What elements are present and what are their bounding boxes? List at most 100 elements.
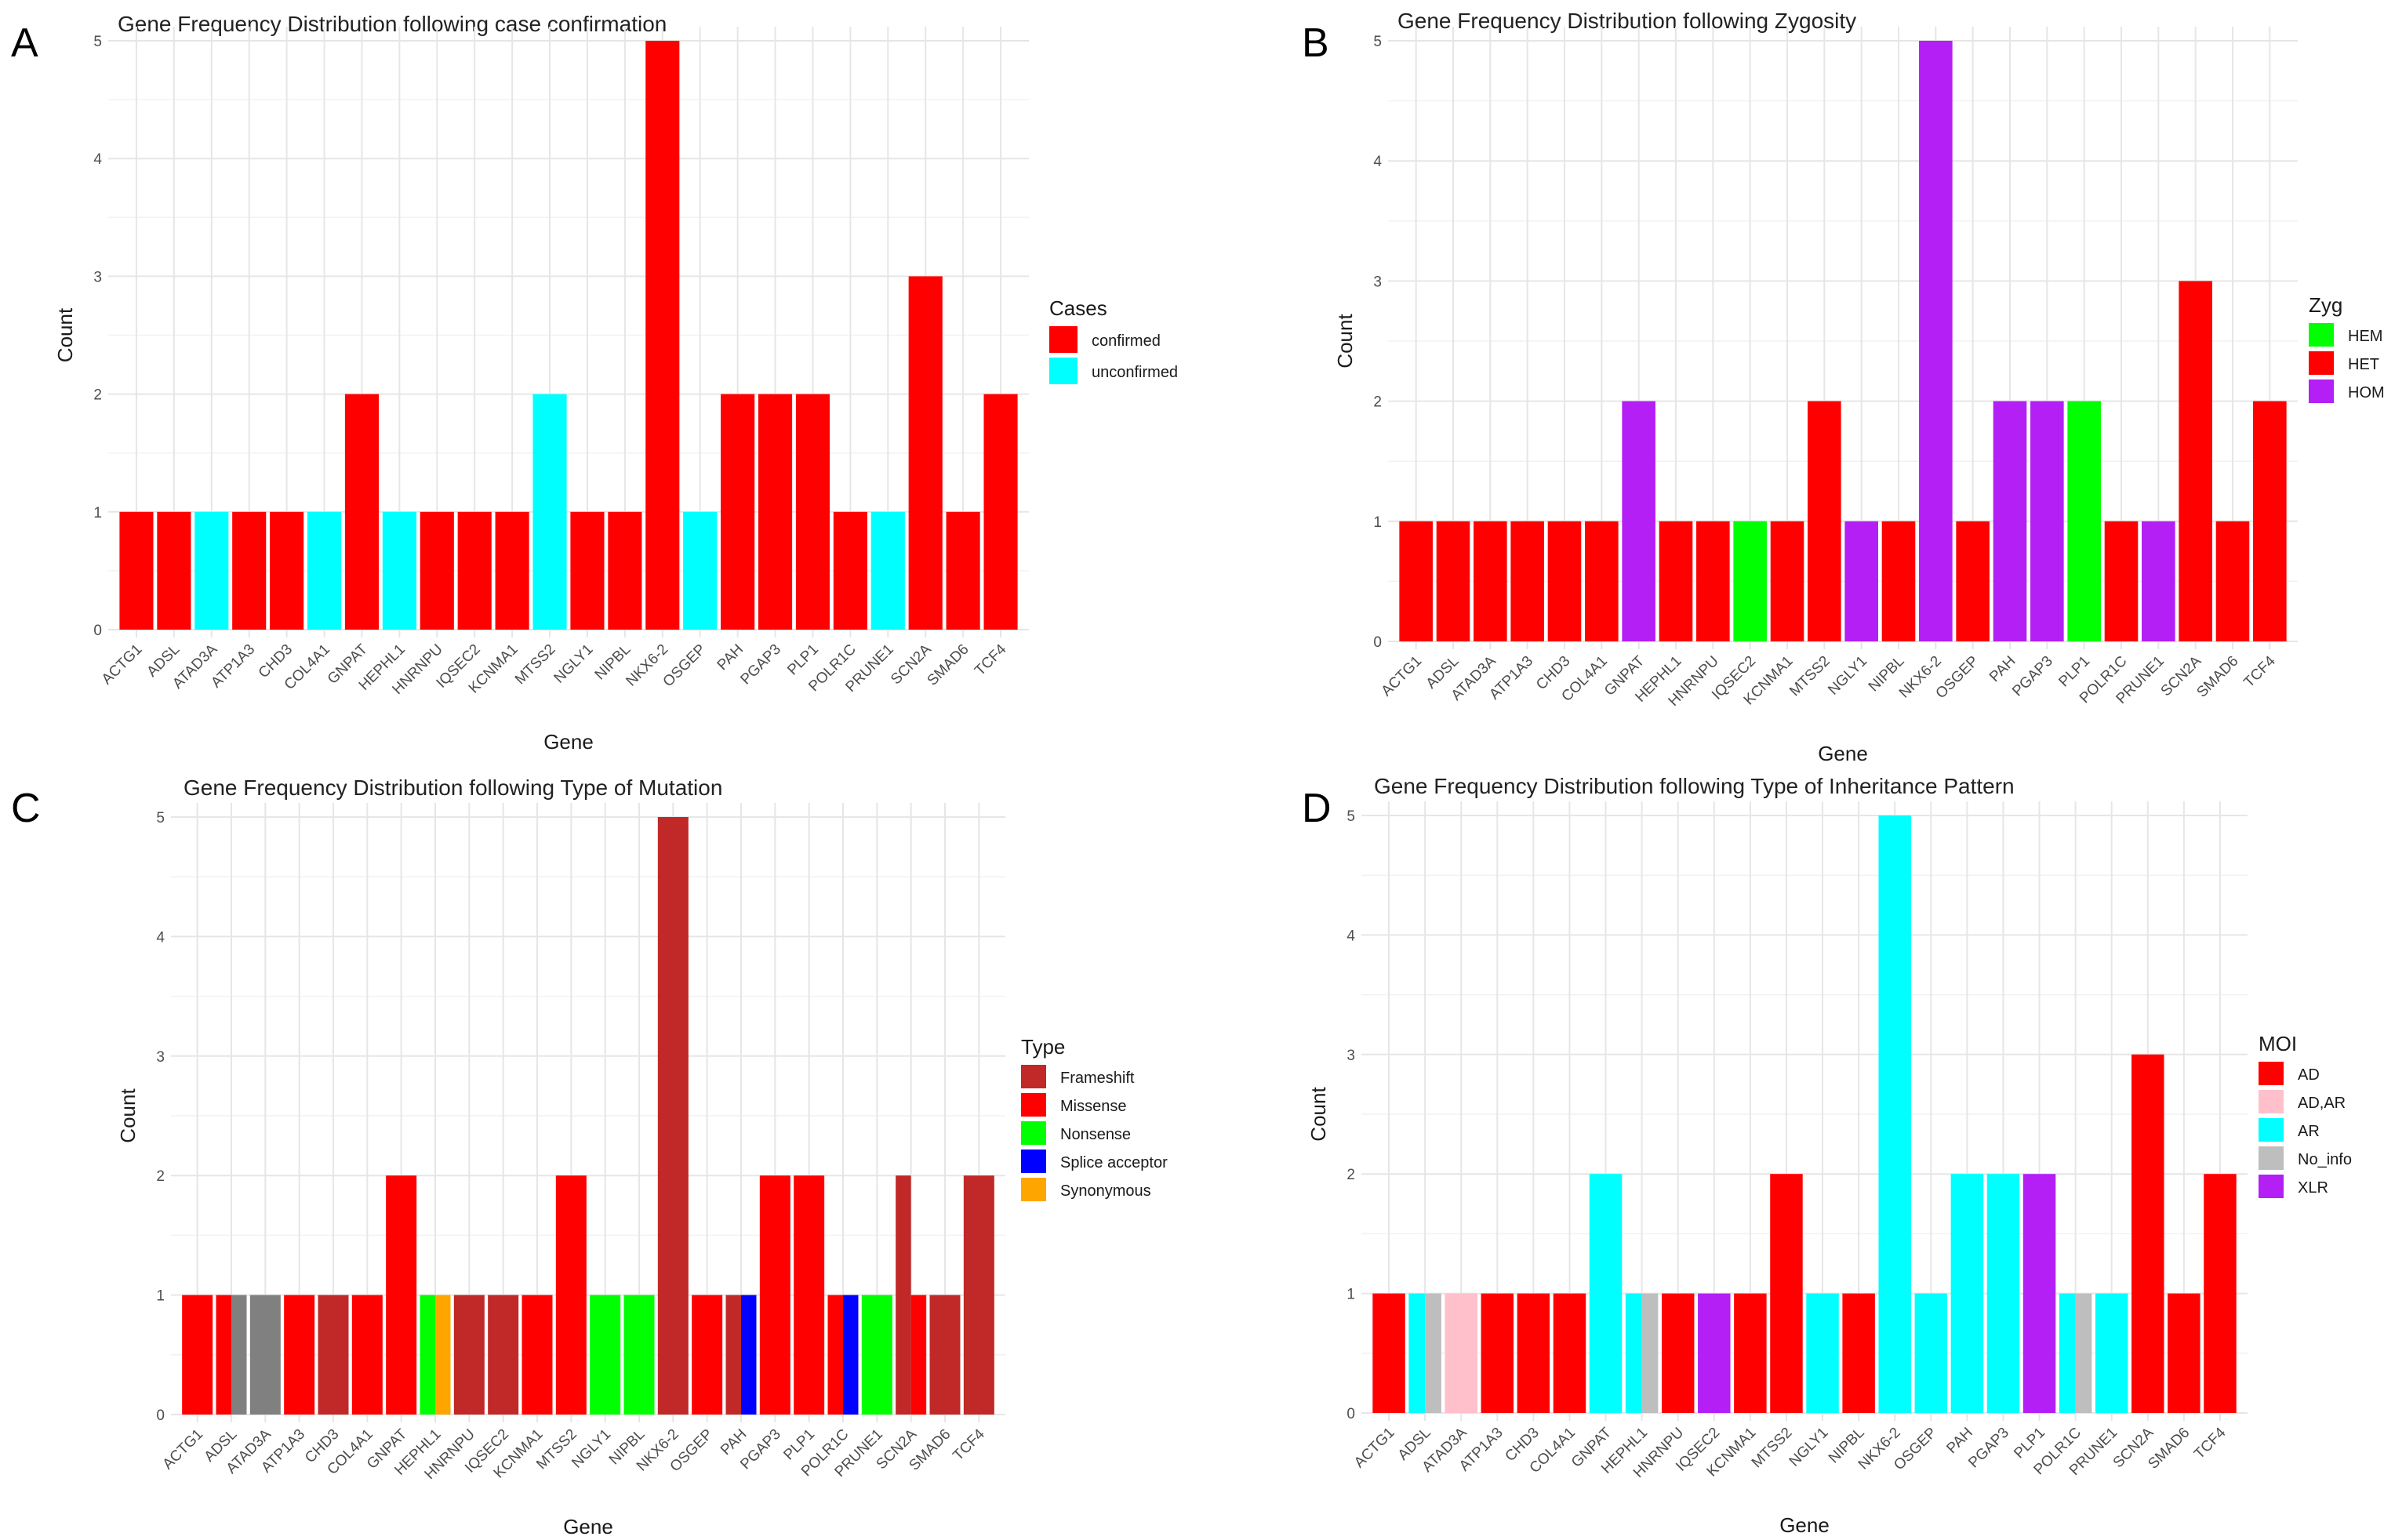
bar-c-plp1 [794, 1175, 825, 1415]
bar-b-pah [1993, 401, 2027, 641]
bar-d-iqsec2 [1698, 1293, 1731, 1413]
bar-d-nipbl [1842, 1293, 1875, 1413]
bar-c-ngly1 [590, 1295, 621, 1415]
bar-c-hephl1-1 [435, 1295, 451, 1415]
x-axis-label-a: Gene [543, 730, 594, 754]
chart-title-c: Gene Frequency Distribution following Ty… [184, 775, 722, 800]
legend-title-b: Zyg [2309, 293, 2342, 317]
bar-d-tcf4 [2204, 1174, 2237, 1413]
legend-title-a: Cases [1049, 296, 1107, 320]
bar-a-polr1c [833, 511, 867, 630]
legend-title-d: MOI [2259, 1032, 2297, 1055]
bar-a-gnpat [344, 394, 380, 630]
bar-b-smad6 [2215, 521, 2250, 641]
bar-b-chd3 [1547, 521, 1582, 641]
bar-b-scn2a [2179, 281, 2212, 641]
bar-b-tcf4 [2253, 401, 2287, 641]
bar-a-kcnma1 [495, 511, 529, 630]
panel-letter-a: A [11, 20, 38, 66]
bar-d-col4a1 [1553, 1293, 1586, 1413]
y-tick-a: 4 [93, 151, 102, 168]
x-axis-label-b: Gene [1818, 742, 1868, 765]
bar-c-adsl-0 [216, 1295, 231, 1415]
legend-swatch-a [1049, 326, 1078, 353]
bar-c-chd3 [318, 1295, 349, 1415]
bar-c-adsl-1 [231, 1295, 247, 1415]
y-tick-d: 2 [1346, 1167, 1355, 1183]
legend-swatch-c [1021, 1121, 1046, 1145]
x-tick-b: TCF4 [2240, 652, 2279, 691]
bar-d-nkx6-2 [1878, 815, 1911, 1413]
bar-c-osgep [692, 1295, 723, 1415]
legend-swatch-d [2259, 1062, 2284, 1085]
x-tick-b: PGAP3 [2009, 653, 2056, 700]
bar-d-scn2a [2131, 1054, 2164, 1413]
y-tick-d: 4 [1346, 928, 1355, 944]
bar-b-nkx6-2 [1919, 41, 1953, 641]
legend-label-d: AD [2298, 1066, 2320, 1084]
bar-d-atp1a3 [1481, 1293, 1514, 1413]
x-tick-a: TCF4 [972, 641, 1010, 679]
chart-panel-d: D Gene Frequency Distribution following T… [1302, 774, 2352, 1537]
legend-label-c: Splice acceptor [1060, 1154, 1168, 1171]
bar-d-adsl-1 [1425, 1293, 1441, 1413]
bar-d-atad3a [1445, 1293, 1477, 1413]
bar-d-kcnma1 [1734, 1293, 1767, 1413]
bar-b-adsl [1436, 521, 1470, 641]
bar-c-pah-0 [725, 1295, 741, 1415]
legend-label-d: XLR [2298, 1179, 2328, 1197]
bar-d-smad6 [2168, 1293, 2200, 1413]
legend-label-a: unconfirmed [1092, 364, 1178, 381]
bar-a-atp1a3 [232, 511, 267, 630]
bar-a-mtss2 [532, 394, 567, 630]
bar-d-ngly1 [1806, 1293, 1839, 1413]
y-tick-c: 1 [156, 1288, 165, 1305]
x-axis-label-d: Gene [1779, 1513, 1830, 1537]
chart-title-d: Gene Frequency Distribution following Ty… [1374, 774, 2015, 798]
x-axis-label-c: Gene [563, 1515, 613, 1538]
bar-a-adsl [157, 511, 191, 630]
bar-a-chd3 [270, 511, 304, 630]
y-tick-c: 5 [156, 810, 165, 826]
x-tick-c: TCF4 [950, 1426, 988, 1464]
x-tick-b: PAH [1986, 653, 2019, 685]
bar-b-nipbl [1881, 521, 1916, 641]
bar-b-osgep [1956, 521, 1990, 641]
bar-d-osgep [1914, 1293, 1948, 1413]
y-tick-d: 5 [1346, 808, 1355, 825]
bar-d-pah [1950, 1174, 1984, 1413]
bar-c-atad3a [249, 1295, 281, 1415]
bar-a-pgap3 [758, 394, 793, 630]
legend-label-b: HOM [2348, 384, 2384, 401]
bar-c-nipbl [623, 1295, 655, 1415]
y-tick-a: 1 [93, 505, 102, 521]
bar-c-gnpat [386, 1175, 417, 1415]
x-tick-d: PAH [1943, 1425, 1975, 1457]
legend-swatch-c [1021, 1178, 1046, 1201]
chart-title-b: Gene Frequency Distribution following Zy… [1397, 9, 1856, 33]
legend-label-c: Missense [1060, 1098, 1126, 1115]
bar-c-atp1a3 [284, 1295, 315, 1415]
bar-a-iqsec2 [457, 511, 492, 630]
y-tick-b: 5 [1373, 34, 1382, 50]
x-tick-a: ACTG1 [99, 641, 146, 688]
legend-swatch-c [1021, 1150, 1046, 1173]
bar-d-prune1 [2095, 1293, 2128, 1413]
chart-panel-c: C Gene Frequency Distribution following T… [11, 775, 1168, 1538]
y-tick-b: 0 [1373, 634, 1382, 651]
y-tick-c: 3 [156, 1049, 165, 1066]
legend-a: Cases confirmed unconfirmed [1049, 296, 1178, 384]
x-tick-a: PAH [714, 641, 747, 674]
bar-c-col4a1 [351, 1295, 383, 1415]
panel-letter-c: C [11, 786, 41, 831]
bar-a-smad6 [946, 511, 980, 630]
bar-b-prune1 [2142, 521, 2175, 641]
bar-d-actg1 [1372, 1293, 1405, 1413]
bar-d-gnpat [1589, 1174, 1623, 1413]
bar-a-prune1 [870, 511, 905, 630]
y-tick-a: 5 [93, 34, 102, 50]
bar-c-kcnma1 [522, 1295, 553, 1415]
y-tick-d: 3 [1346, 1048, 1355, 1064]
bar-a-hephl1 [382, 511, 416, 630]
